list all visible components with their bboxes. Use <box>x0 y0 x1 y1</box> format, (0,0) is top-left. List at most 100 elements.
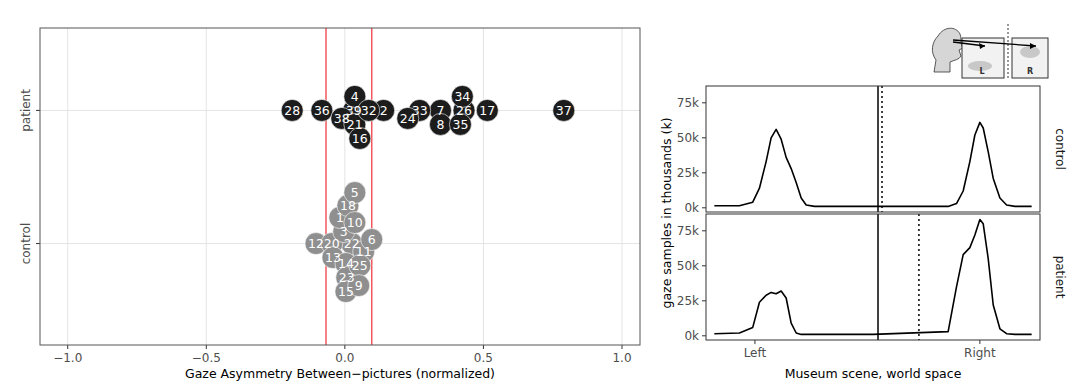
tick <box>702 172 706 173</box>
point <box>553 99 575 121</box>
tick <box>754 340 755 344</box>
tick <box>702 102 706 103</box>
tick <box>621 345 622 349</box>
tick-label: 75k <box>677 96 699 110</box>
point-label: 37 <box>556 103 572 118</box>
point-label: 34 <box>454 89 470 104</box>
grid-line <box>621 28 622 345</box>
tick <box>67 345 68 349</box>
icon-label: R <box>1027 67 1033 76</box>
point-label: 26 <box>456 103 472 118</box>
point-label: 35 <box>452 117 468 132</box>
tick-label: 0.5 <box>474 351 493 365</box>
head <box>932 28 963 72</box>
point-label: 24 <box>400 111 416 126</box>
x-axis-title: Museum scene, world space <box>785 366 962 381</box>
facet-background <box>706 214 1040 340</box>
point-label: 20 <box>324 236 340 251</box>
density-line <box>714 220 1031 335</box>
facet-label: control <box>1053 128 1067 170</box>
arrowhead <box>1030 43 1036 49</box>
chart-canvas: −1.0 −0.5 0.0 0.5 1.0 patient control Gaze Asym… <box>0 0 1084 384</box>
y-axis-title: gaze samples in thousands (k) <box>659 117 674 308</box>
point <box>429 113 451 135</box>
point-label: 10 <box>347 215 363 230</box>
tick-label: 25k <box>677 294 699 308</box>
x-axis-title: Gaze Asymmetry Between−pictures (normali… <box>185 366 495 381</box>
tick <box>36 243 40 244</box>
arrowhead <box>979 43 985 49</box>
point <box>349 127 371 149</box>
divider-line <box>877 214 879 340</box>
tick-label: −0.5 <box>192 351 221 365</box>
point-label: 36 <box>314 103 330 118</box>
facet-frame <box>706 214 1040 340</box>
point <box>476 99 498 121</box>
picture-frame <box>1012 38 1048 78</box>
facet-frame <box>706 86 1040 212</box>
tick-label: 1.0 <box>612 351 631 365</box>
point-label: 28 <box>284 103 300 118</box>
marks <box>714 86 1031 212</box>
tick-label: 0k <box>684 329 699 343</box>
point-label: 15 <box>338 284 354 299</box>
tick <box>702 300 706 301</box>
tick <box>344 345 345 349</box>
tick <box>36 110 40 111</box>
point-label: 16 <box>352 131 368 146</box>
tick-label: 0k <box>684 201 699 215</box>
plot-background <box>40 28 640 345</box>
point <box>281 99 303 121</box>
point-label: 7 <box>436 103 444 118</box>
point-label: 8 <box>436 117 444 132</box>
arrow <box>953 40 1036 46</box>
grid-line <box>483 28 484 345</box>
point-label: 2 <box>380 103 388 118</box>
facet-label: patient <box>1053 256 1067 299</box>
point <box>449 113 471 135</box>
plot-frame <box>40 28 640 345</box>
reference-line <box>325 28 327 345</box>
icon-label: L <box>979 67 984 76</box>
category-label: patient <box>19 89 33 132</box>
tick-label: 25k <box>677 166 699 180</box>
point-label: 32 <box>361 103 377 118</box>
divider <box>1008 24 1009 80</box>
point-label: 17 <box>479 103 495 118</box>
point-label: 6 <box>368 232 376 247</box>
grid-line <box>67 28 68 345</box>
point-label: 12 <box>308 236 324 251</box>
tick-label: 50k <box>677 259 699 273</box>
tick-label: 75k <box>677 224 699 238</box>
density-line <box>714 122 1031 206</box>
point-label: 4 <box>351 89 359 104</box>
point-label: 18 <box>340 198 356 213</box>
tick-label: 0.0 <box>335 351 354 365</box>
tick <box>702 335 706 336</box>
marks <box>281 28 575 345</box>
category-label: control <box>19 223 33 265</box>
tick-label: Left <box>744 346 767 360</box>
tick-label: Right <box>964 346 996 360</box>
point <box>335 281 357 303</box>
reference-line <box>371 28 373 345</box>
point-label: 9 <box>355 278 363 293</box>
point <box>311 99 333 121</box>
tick <box>702 137 706 138</box>
point-label: 5 <box>351 185 359 200</box>
mean-line <box>881 86 883 212</box>
tick-label: 50k <box>677 131 699 145</box>
tick-label: −1.0 <box>53 351 82 365</box>
tick <box>979 340 980 344</box>
icon: LR <box>932 24 1048 80</box>
tick <box>483 345 484 349</box>
tick <box>702 265 706 266</box>
point-labels: 2836392371773324263882135434163212222011… <box>284 89 571 299</box>
point <box>397 107 419 129</box>
tick <box>206 345 207 349</box>
marks <box>714 214 1031 340</box>
divider-line <box>877 86 879 212</box>
tick <box>702 207 706 208</box>
mean-line <box>918 214 920 340</box>
point-label: 25 <box>352 258 368 273</box>
